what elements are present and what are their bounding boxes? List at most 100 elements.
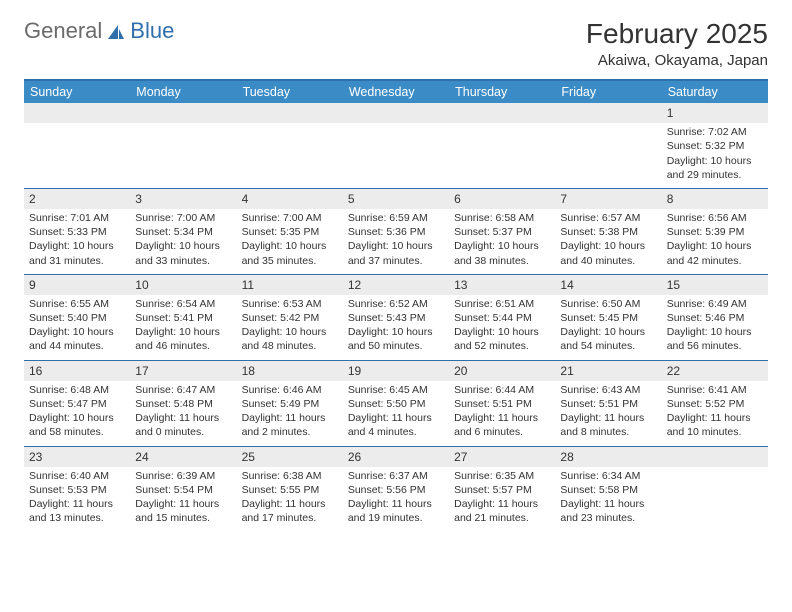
calendar-cell: 24Sunrise: 6:39 AMSunset: 5:54 PMDayligh… (130, 446, 236, 531)
sunrise-text: Sunrise: 6:34 AM (560, 469, 656, 483)
sunrise-text: Sunrise: 6:35 AM (454, 469, 550, 483)
sunset-text: Sunset: 5:36 PM (348, 225, 444, 239)
daylight-text: Daylight: 10 hours and 37 minutes. (348, 239, 444, 267)
day-body: Sunrise: 6:52 AMSunset: 5:43 PMDaylight:… (343, 295, 449, 360)
day-number (662, 447, 768, 467)
day-body: Sunrise: 7:01 AMSunset: 5:33 PMDaylight:… (24, 209, 130, 274)
weekday-sunday: Sunday (24, 81, 130, 103)
day-body: Sunrise: 6:39 AMSunset: 5:54 PMDaylight:… (130, 467, 236, 532)
daylight-text: Daylight: 11 hours and 6 minutes. (454, 411, 550, 439)
sunrise-text: Sunrise: 6:56 AM (667, 211, 763, 225)
calendar-cell: 15Sunrise: 6:49 AMSunset: 5:46 PMDayligh… (662, 274, 768, 360)
daylight-text: Daylight: 11 hours and 0 minutes. (135, 411, 231, 439)
daylight-text: Daylight: 10 hours and 40 minutes. (560, 239, 656, 267)
daylight-text: Daylight: 10 hours and 50 minutes. (348, 325, 444, 353)
sunset-text: Sunset: 5:41 PM (135, 311, 231, 325)
day-number: 13 (449, 275, 555, 295)
daylight-text: Daylight: 10 hours and 33 minutes. (135, 239, 231, 267)
day-body: Sunrise: 6:51 AMSunset: 5:44 PMDaylight:… (449, 295, 555, 360)
sunrise-text: Sunrise: 6:49 AM (667, 297, 763, 311)
daylight-text: Daylight: 10 hours and 44 minutes. (29, 325, 125, 353)
sunset-text: Sunset: 5:42 PM (242, 311, 338, 325)
day-body (343, 123, 449, 181)
day-number (449, 103, 555, 123)
sunset-text: Sunset: 5:53 PM (29, 483, 125, 497)
day-number: 16 (24, 361, 130, 381)
daylight-text: Daylight: 10 hours and 56 minutes. (667, 325, 763, 353)
sunrise-text: Sunrise: 6:45 AM (348, 383, 444, 397)
sunrise-text: Sunrise: 6:58 AM (454, 211, 550, 225)
sunrise-text: Sunrise: 7:02 AM (667, 125, 763, 139)
day-body: Sunrise: 6:40 AMSunset: 5:53 PMDaylight:… (24, 467, 130, 532)
day-body: Sunrise: 6:45 AMSunset: 5:50 PMDaylight:… (343, 381, 449, 446)
daylight-text: Daylight: 10 hours and 58 minutes. (29, 411, 125, 439)
day-number: 17 (130, 361, 236, 381)
day-number (24, 103, 130, 123)
logo-text-general: General (24, 18, 102, 44)
day-number: 14 (555, 275, 661, 295)
title-block: February 2025 Akaiwa, Okayama, Japan (586, 18, 768, 69)
sunset-text: Sunset: 5:37 PM (454, 225, 550, 239)
sunrise-text: Sunrise: 6:53 AM (242, 297, 338, 311)
day-body (130, 123, 236, 181)
daylight-text: Daylight: 11 hours and 15 minutes. (135, 497, 231, 525)
weekday-header-row: Sunday Monday Tuesday Wednesday Thursday… (24, 81, 768, 103)
day-body: Sunrise: 6:54 AMSunset: 5:41 PMDaylight:… (130, 295, 236, 360)
sunrise-text: Sunrise: 6:54 AM (135, 297, 231, 311)
calendar-cell: 25Sunrise: 6:38 AMSunset: 5:55 PMDayligh… (237, 446, 343, 531)
day-number: 1 (662, 103, 768, 123)
sunrise-text: Sunrise: 6:40 AM (29, 469, 125, 483)
sunset-text: Sunset: 5:38 PM (560, 225, 656, 239)
calendar-cell: 10Sunrise: 6:54 AMSunset: 5:41 PMDayligh… (130, 274, 236, 360)
day-number: 27 (449, 447, 555, 467)
calendar-cell: 6Sunrise: 6:58 AMSunset: 5:37 PMDaylight… (449, 188, 555, 274)
day-body: Sunrise: 6:41 AMSunset: 5:52 PMDaylight:… (662, 381, 768, 446)
day-number: 5 (343, 189, 449, 209)
daylight-text: Daylight: 10 hours and 42 minutes. (667, 239, 763, 267)
sunset-text: Sunset: 5:54 PM (135, 483, 231, 497)
daylight-text: Daylight: 10 hours and 48 minutes. (242, 325, 338, 353)
sunrise-text: Sunrise: 7:00 AM (242, 211, 338, 225)
calendar-cell: 9Sunrise: 6:55 AMSunset: 5:40 PMDaylight… (24, 274, 130, 360)
day-body: Sunrise: 7:00 AMSunset: 5:35 PMDaylight:… (237, 209, 343, 274)
calendar-cell: 12Sunrise: 6:52 AMSunset: 5:43 PMDayligh… (343, 274, 449, 360)
calendar-cell: 2Sunrise: 7:01 AMSunset: 5:33 PMDaylight… (24, 188, 130, 274)
calendar-week-row: 23Sunrise: 6:40 AMSunset: 5:53 PMDayligh… (24, 446, 768, 531)
sunset-text: Sunset: 5:45 PM (560, 311, 656, 325)
daylight-text: Daylight: 10 hours and 52 minutes. (454, 325, 550, 353)
calendar-cell: 8 Sunrise: 6:56 AMSunset: 5:39 PMDaylight… (662, 188, 768, 274)
daylight-text: Daylight: 11 hours and 2 minutes. (242, 411, 338, 439)
day-body: Sunrise: 7:00 AMSunset: 5:34 PMDaylight:… (130, 209, 236, 274)
sunset-text: Sunset: 5:52 PM (667, 397, 763, 411)
calendar-cell: 14Sunrise: 6:50 AMSunset: 5:45 PMDayligh… (555, 274, 661, 360)
daylight-text: Daylight: 11 hours and 23 minutes. (560, 497, 656, 525)
calendar-cell (237, 103, 343, 188)
sunset-text: Sunset: 5:46 PM (667, 311, 763, 325)
calendar-body: 1Sunrise: 7:02 AMSunset: 5:32 PMDaylight… (24, 103, 768, 531)
day-body: Sunrise: 6:49 AMSunset: 5:46 PMDaylight:… (662, 295, 768, 360)
sunrise-text: Sunrise: 6:37 AM (348, 469, 444, 483)
day-number: 12 (343, 275, 449, 295)
daylight-text: Daylight: 11 hours and 19 minutes. (348, 497, 444, 525)
daylight-text: Daylight: 11 hours and 10 minutes. (667, 411, 763, 439)
day-number: 23 (24, 447, 130, 467)
day-body: Sunrise: 6:50 AMSunset: 5:45 PMDaylight:… (555, 295, 661, 360)
daylight-text: Daylight: 10 hours and 38 minutes. (454, 239, 550, 267)
sunrise-text: Sunrise: 6:51 AM (454, 297, 550, 311)
day-number: 2 (24, 189, 130, 209)
day-number (237, 103, 343, 123)
day-number: 8 (662, 189, 768, 209)
weekday-tuesday: Tuesday (237, 81, 343, 103)
calendar-cell (24, 103, 130, 188)
day-number (555, 103, 661, 123)
calendar-cell: 26Sunrise: 6:37 AMSunset: 5:56 PMDayligh… (343, 446, 449, 531)
sunset-text: Sunset: 5:39 PM (667, 225, 763, 239)
day-number: 22 (662, 361, 768, 381)
daylight-text: Daylight: 10 hours and 31 minutes. (29, 239, 125, 267)
sunrise-text: Sunrise: 6:55 AM (29, 297, 125, 311)
day-body (449, 123, 555, 181)
page-header: General Blue February 2025 Akaiwa, Okaya… (24, 18, 768, 69)
day-number: 21 (555, 361, 661, 381)
sunset-text: Sunset: 5:34 PM (135, 225, 231, 239)
day-number (343, 103, 449, 123)
